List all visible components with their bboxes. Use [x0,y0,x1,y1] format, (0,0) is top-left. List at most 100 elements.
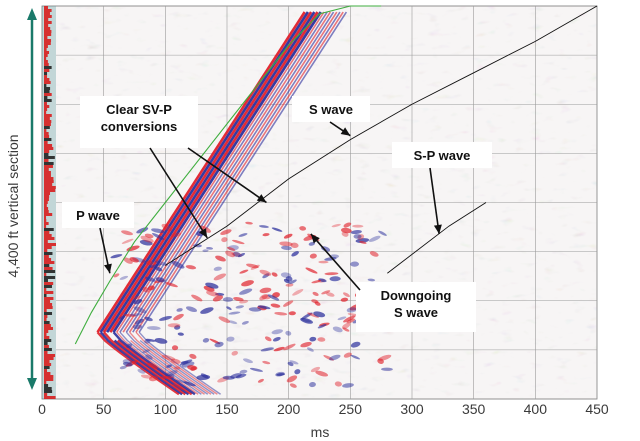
wavefield-blob [165,370,178,377]
wavefield-blob [126,343,133,348]
wavefield-blob [271,227,283,232]
wavefield-blob [177,332,184,336]
wavefield-blob [270,303,281,308]
log-sample [44,306,53,309]
wavefield-blob [300,341,312,348]
wavefield-blob [121,238,134,244]
wavefield-blob [215,292,225,296]
wavefield [96,11,393,396]
log-sample [44,252,53,255]
wavefield-blob [276,373,286,376]
wavefield-band-upgoing [106,11,316,333]
wavefield-blob [200,373,209,379]
log-sample [44,96,48,99]
wavefield-blob [340,297,349,302]
wavefield-blob [139,239,153,246]
log-sample [44,45,48,48]
wavefield-blob [343,315,356,323]
log-sample [44,9,52,12]
wavefield-blob [350,261,360,267]
log-sample [44,282,54,285]
log-sample [44,120,52,123]
wavefield-blob [359,240,367,244]
annotation-arrow [429,167,440,235]
wavefield-blob [377,358,384,364]
wavefield-blob [172,383,183,390]
wavefield-blob [317,323,327,329]
wavefield-blob [202,338,210,343]
wavefield-blob [146,326,161,331]
wavefield-blob [200,307,214,314]
log-sample [44,396,56,399]
wavefield-blob [145,260,153,266]
wavefield-blob [179,359,193,366]
log-sample [44,141,48,144]
log-sample [44,309,47,312]
log-sample [44,354,56,357]
picked-arrival-line [74,5,382,345]
wavefield-blob [231,350,238,356]
well-log-track [42,6,56,399]
wavefield-blob [326,292,335,297]
wavefield-blob [311,299,319,304]
log-sample [44,138,52,141]
wavefield-blob [226,336,235,342]
wavefield-blob [220,229,232,235]
log-sample [44,366,50,369]
log-sample [44,333,47,336]
wavefield-band-upgoing [128,11,338,333]
x-tick-label: 400 [524,401,548,417]
wavefield-band-downgoing [138,331,221,395]
wavefield-blob [233,297,244,302]
wavefield-blob [289,360,299,365]
log-sample [44,39,52,42]
wavefield-blob [142,349,150,353]
log-sample [44,384,49,387]
wavefield-blob [171,345,179,351]
log-sample [44,168,49,171]
wavefield-blob [329,354,341,361]
annotation-arrowhead [340,127,351,136]
wavefield-blob [113,273,120,278]
wavefield-blob [215,255,226,262]
wavefield-blob [287,361,294,367]
log-sample [44,324,51,327]
wavefield-blob [369,251,379,257]
wavefield-blob [309,336,317,342]
wavefield-blob [145,354,153,360]
wavefield-blob [378,230,387,236]
annotation-arrow [149,147,208,239]
wavefield-blob [241,280,254,287]
wavefield-band-upgoing [138,11,348,333]
log-sample [44,171,51,174]
log-sample [44,63,49,66]
wavefield-blob [161,223,173,232]
wavefield-blob [206,290,219,297]
x-tick-label: 250 [339,401,363,417]
wavefield-blob [167,323,181,328]
log-sample [44,27,51,30]
log-sample [44,24,49,27]
log-sample [44,87,51,90]
wavefield-blob [228,320,238,324]
wavefield-blob [299,226,307,231]
x-axis-label: ms [311,424,330,440]
wavefield-blob [258,225,269,228]
annotation-label: S wave [309,102,353,117]
wavefield-blob [147,362,158,369]
y-axis-label: 4,400 ft vertical section [5,134,21,277]
wavefield-blob [309,381,316,388]
wavefield-blob [346,318,356,324]
log-sample [44,126,50,129]
log-sample [44,240,48,243]
log-sample [44,210,49,213]
wavefield-blob [123,257,133,264]
x-tick-label: 350 [462,401,486,417]
log-sample [44,243,56,246]
wavefield-blob [191,294,203,302]
wavefield-blob [241,320,249,325]
wavefield-blob [259,269,272,276]
wavefield-band-upgoing [109,11,319,333]
wavefield-blob [185,265,197,270]
wavefield-blob [262,273,270,279]
